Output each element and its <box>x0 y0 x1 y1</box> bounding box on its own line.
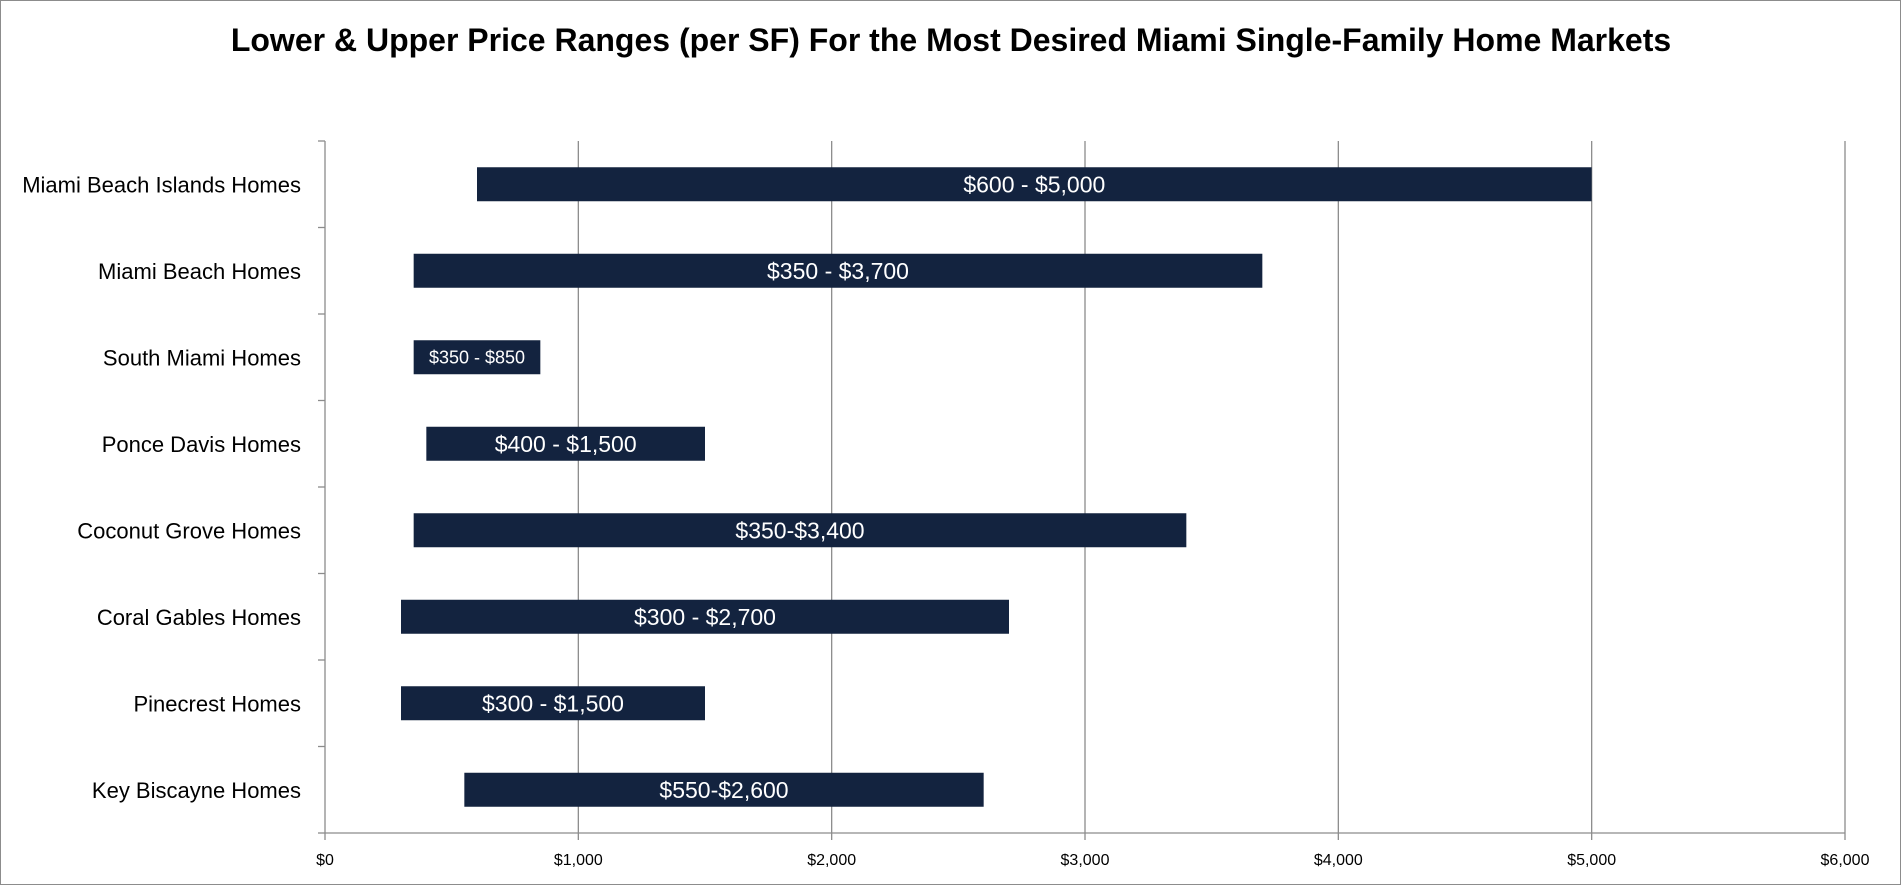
chart-title: Lower & Upper Price Ranges (per SF) For … <box>231 22 1671 58</box>
range-bar <box>413 340 541 375</box>
bars <box>401 167 1592 807</box>
x-tick-label: $5,000 <box>1567 852 1616 869</box>
labels: $0 $1,000 $2,000 $3,000 $4,000 $5,000 $6,000 Mi… <box>22 171 1869 869</box>
category-label: Ponce Davis Homes <box>102 432 301 457</box>
category-label: Coral Gables Homes <box>97 605 301 630</box>
range-bar <box>477 167 1592 202</box>
bar-value-label: $550-$2,600 <box>659 777 788 803</box>
category-label: Pinecrest Homes <box>133 691 301 716</box>
x-tick-label: $1,000 <box>554 852 603 869</box>
bar-value-label: $300 - $2,700 <box>634 604 776 630</box>
x-tick-label: $4,000 <box>1314 852 1363 869</box>
axes <box>318 140 1846 840</box>
bar-value-label: $350 - $850 <box>429 347 525 367</box>
range-bar <box>413 253 1263 288</box>
range-bar <box>401 686 705 721</box>
category-label: Miami Beach Homes <box>98 259 301 284</box>
x-tick-label: $6,000 <box>1821 852 1870 869</box>
gridlines <box>577 141 1846 833</box>
category-label: Miami Beach Islands Homes <box>22 172 301 197</box>
bar-value-label: $350-$3,400 <box>735 517 864 543</box>
range-bar <box>464 772 984 807</box>
bar-value-label: $350 - $3,700 <box>767 258 909 284</box>
range-bar <box>401 599 1009 634</box>
category-label: Coconut Grove Homes <box>77 518 301 543</box>
category-label: Key Biscayne Homes <box>92 778 301 803</box>
x-tick-label: $0 <box>316 852 334 869</box>
x-tick-label: $2,000 <box>807 852 856 869</box>
range-bar <box>413 513 1187 548</box>
bar-value-label: $300 - $1,500 <box>482 690 624 716</box>
bar-value-label: $400 - $1,500 <box>495 431 637 457</box>
range-bar <box>426 426 705 461</box>
bar-value-label: $600 - $5,000 <box>963 171 1105 197</box>
x-tick-label: $3,000 <box>1061 852 1110 869</box>
category-label: South Miami Homes <box>103 345 301 370</box>
